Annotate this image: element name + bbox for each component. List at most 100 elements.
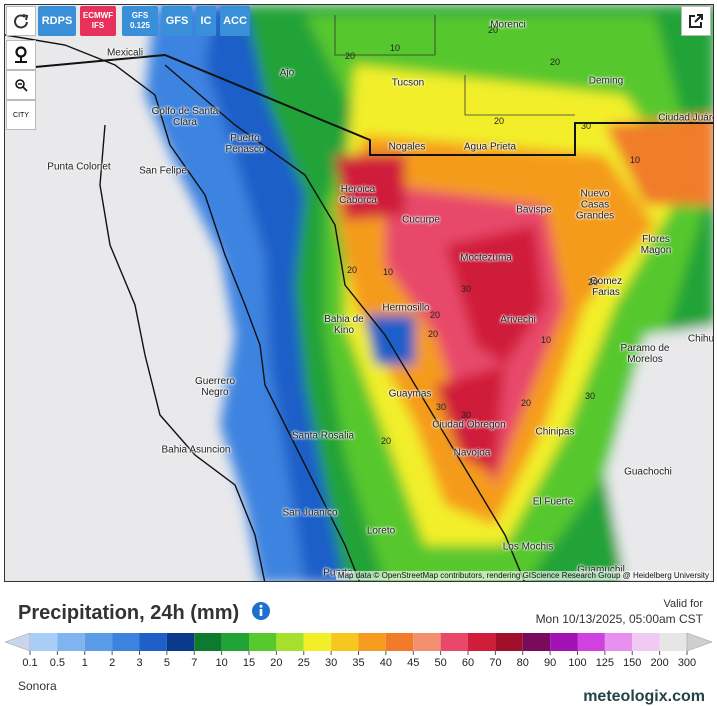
city-toggle[interactable]: CITY (6, 100, 36, 130)
city-label: Chihu (687, 333, 714, 345)
legend-swatch (358, 633, 386, 651)
city-label: Bahia de Kino (324, 314, 364, 336)
legend-label: 2 (109, 657, 115, 669)
city-label: Agua Prieta (463, 141, 517, 153)
legend-label: 100 (568, 657, 586, 669)
model-button[interactable]: GFS 0.125 (122, 6, 158, 36)
legend-label: 1 (82, 657, 88, 669)
contour-label: 20 (588, 277, 599, 287)
legend-swatch (221, 633, 249, 651)
contour-label: 20 (347, 265, 358, 275)
attribution: Map data © OpenStreetMap contributors, r… (335, 571, 711, 580)
contour-label: 20 (488, 25, 499, 35)
legend-label: 40 (380, 657, 392, 669)
city-label: Bahia Asuncion (161, 444, 231, 456)
city-label: Ciudad Obregon (432, 419, 506, 431)
contour-label: 10 (630, 155, 641, 165)
city-label: Hermosillo (382, 302, 430, 314)
contour-label: 20 (428, 329, 439, 339)
city-label: Nogales (388, 141, 426, 153)
legend-swatch (468, 633, 496, 651)
legend-label: 50 (435, 657, 447, 669)
model-button[interactable]: ACC (220, 6, 250, 36)
legend-swatch (385, 633, 414, 651)
pin-icon (15, 46, 27, 63)
model-button[interactable]: IC (196, 6, 216, 36)
legend-swatch (249, 633, 277, 651)
legend-swatch (194, 633, 222, 651)
city-label: Cucurpe (402, 214, 440, 226)
legend-cap (4, 632, 31, 652)
locate-button[interactable] (6, 40, 36, 70)
legend-label: 0.1 (22, 657, 37, 669)
legend-cap (686, 632, 713, 652)
contour-label: 20 (521, 398, 532, 408)
model-button[interactable]: RDPS (38, 6, 76, 36)
city-label: Paramo de Morelos (620, 343, 670, 365)
legend-label: 10 (216, 657, 228, 669)
legend-swatch (413, 633, 441, 651)
legend-title: Precipitation, 24h (mm) (18, 601, 271, 625)
contour-label: 30 (461, 284, 472, 294)
share-button[interactable] (681, 6, 711, 36)
refresh-icon (14, 14, 29, 29)
legend-title-text: Precipitation, 24h (mm) (18, 602, 240, 624)
city-label: Ciudad Juáre (658, 112, 714, 124)
contour-label: 10 (390, 43, 401, 53)
map[interactable]: Mexicali Morenci Ajo Tucson Deming Golfo de S… (4, 4, 714, 582)
contour-label: 10 (541, 335, 552, 345)
legend-label: 45 (407, 657, 419, 669)
legend-label: 30 (325, 657, 337, 669)
legend-swatch (495, 633, 523, 651)
city-label: Loreto (366, 525, 396, 537)
legend-label: 70 (489, 657, 501, 669)
legend-swatch (84, 633, 113, 651)
contour-label: 20 (381, 436, 392, 446)
legend-swatch (659, 633, 687, 651)
legend-swatch (30, 633, 58, 651)
city-label: Mexicali (106, 47, 144, 59)
legend-swatch (331, 633, 359, 651)
contour-label: 10 (383, 267, 394, 277)
legend-label: 90 (544, 657, 556, 669)
legend-label: 150 (623, 657, 641, 669)
contour-label: 20 (430, 310, 441, 320)
legend-label: 25 (298, 657, 310, 669)
contour-label: 30 (436, 402, 447, 412)
legend-label: 35 (352, 657, 364, 669)
city-label: Arivechi (500, 314, 536, 326)
legend-label: 5 (164, 657, 170, 669)
city-label: Gomez Farias (589, 276, 623, 298)
zoom-button[interactable] (6, 70, 36, 100)
legend-label: 200 (650, 657, 668, 669)
legend-label: 20 (270, 657, 282, 669)
city-label: Ajo (279, 67, 295, 79)
city-label: Golfo de Santa Clara (151, 106, 219, 128)
city-label: Los Mochis (502, 541, 554, 553)
brand: meteologix.com (583, 688, 705, 705)
city-label: Nuevo Casas Grandes (575, 188, 615, 222)
model-button[interactable]: ECMWF IFS (80, 6, 116, 36)
contour-label: 20 (345, 51, 356, 61)
share-icon (689, 14, 703, 28)
city-label: Guerrero Negro (194, 376, 235, 398)
legend-swatch (522, 633, 551, 651)
contour-label: 30 (461, 410, 472, 420)
legend-swatch (139, 633, 167, 651)
legend-label: 15 (243, 657, 255, 669)
city-label: San Felipe (139, 165, 187, 177)
contour-label: 20 (494, 116, 505, 126)
legend-swatch (550, 633, 578, 651)
city-label: Flores Magon (640, 234, 672, 256)
city-label: Moctezuma (460, 252, 512, 264)
model-button[interactable]: GFS (162, 6, 192, 36)
legend-scale: 0.1 0.5 1 2 3 5 7 10 15 20 25 30 35 40 45 50 60 70 80 90 100… (4, 632, 713, 669)
zoom-icon (15, 79, 28, 92)
city-label: Navojoa (453, 447, 491, 459)
city-label: Punta Colonet (47, 161, 111, 173)
refresh-button[interactable] (6, 6, 36, 36)
info-icon[interactable] (251, 601, 271, 621)
region: Sonora (18, 679, 57, 693)
city-toggle-label: CITY (13, 111, 29, 119)
